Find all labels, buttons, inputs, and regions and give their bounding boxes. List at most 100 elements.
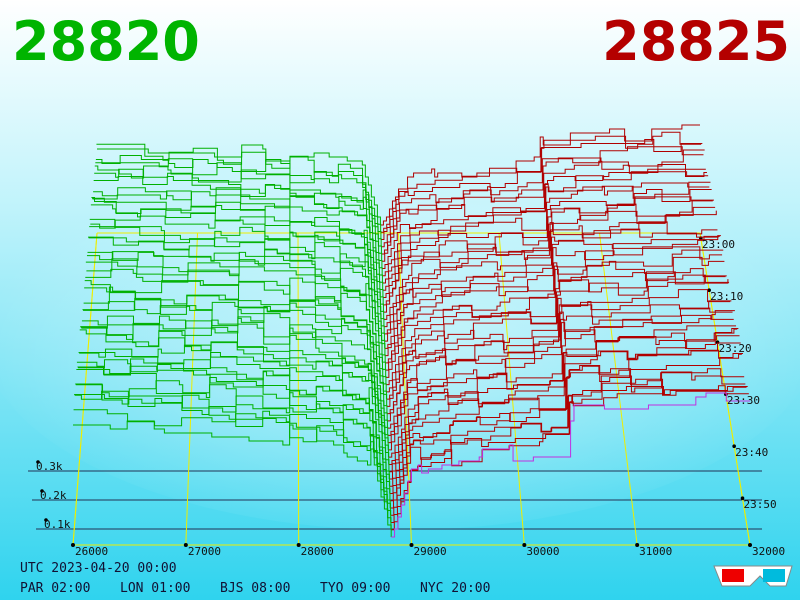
- glasses-icon[interactable]: [713, 565, 793, 587]
- ask-curve: [383, 196, 713, 306]
- ask-curve: [390, 385, 748, 523]
- ask-curve: [383, 206, 716, 320]
- price-dot: [748, 543, 752, 547]
- bid-curve: [95, 158, 382, 247]
- timezone-label: TYO 09:00: [320, 581, 390, 596]
- price-dot: [522, 543, 527, 547]
- ask-curve: [386, 281, 730, 407]
- ask-curve: [386, 274, 729, 400]
- ask-curve: [387, 314, 734, 436]
- price-dot: [183, 543, 188, 547]
- bid-curve: [80, 322, 389, 436]
- bid-curve: [74, 390, 391, 516]
- bid-curve: [96, 143, 382, 233]
- bid-curve: [94, 168, 383, 262]
- glow: [0, 130, 800, 530]
- cyan-lens: [763, 569, 785, 582]
- price-grid-line: [398, 232, 412, 546]
- bid-curve: [84, 280, 387, 385]
- depth-dot: [36, 460, 40, 464]
- bid-curve: [74, 393, 392, 523]
- price-label: 29000: [414, 545, 447, 558]
- labels: 0.1k 0.2k 0.3k 26000 27000 28000 29000 30000 310…: [20, 238, 785, 596]
- timezone-label: LON 01:00: [120, 581, 190, 596]
- bid-curve: [91, 197, 384, 298]
- bid-curve: [80, 326, 389, 443]
- bid-curve: [82, 301, 388, 414]
- time-label: 23:20: [719, 342, 752, 355]
- ask-curve: [380, 139, 703, 241]
- depth-label: 0.1k: [44, 518, 71, 531]
- price-dot: [296, 543, 301, 547]
- ask-curve: [390, 378, 747, 516]
- bid-curve: [79, 329, 389, 450]
- time-dot: [732, 444, 736, 449]
- timezone-label: NYC 20:00: [420, 581, 490, 596]
- depth-label: 0.2k: [40, 489, 67, 502]
- price-label: 26000: [75, 545, 108, 558]
- ask-curve: [380, 131, 702, 233]
- bid-curve: [79, 344, 389, 458]
- ask-price: 28825: [602, 10, 790, 73]
- price-label: 27000: [188, 545, 221, 558]
- bid-curve: [83, 286, 387, 400]
- time-label: 23:10: [710, 290, 743, 303]
- bid-curve: [88, 236, 385, 342]
- bid-curve: [86, 258, 386, 363]
- bid-curve: [75, 380, 391, 501]
- red-lens: [722, 569, 744, 582]
- bid-curve: [87, 251, 386, 349]
- ask-curve: [386, 271, 727, 393]
- bid-curve: [73, 420, 392, 537]
- price-dot: [635, 543, 640, 547]
- bid-curve: [77, 358, 390, 479]
- time-label: 23:50: [744, 498, 777, 511]
- bid-curve: [73, 409, 392, 530]
- ask-curve: [384, 235, 721, 357]
- ask-curve: [383, 199, 714, 313]
- ask-curve: [387, 307, 733, 429]
- ask-curve: [381, 164, 707, 270]
- bid-curve: [95, 155, 382, 240]
- bid-curve: [97, 144, 381, 225]
- time-dot: [740, 496, 745, 501]
- ask-curve: [381, 146, 704, 248]
- ask-curve: [386, 289, 731, 415]
- bid-curve: [76, 368, 391, 494]
- ask-curve: [382, 181, 711, 291]
- bid-curve: [81, 315, 388, 429]
- bid-curve: [81, 316, 388, 421]
- bid-curve: [91, 197, 384, 291]
- utc-time: UTC 2023-04-20 00:00: [20, 561, 177, 576]
- timezone-label: PAR 02:00: [20, 581, 90, 596]
- bid-curve: [76, 361, 390, 487]
- ask-curve: [384, 228, 719, 342]
- bid-curve: [90, 215, 384, 313]
- ask-curve: [388, 325, 737, 451]
- ask-curve: [389, 352, 744, 494]
- price-dot: [409, 543, 414, 547]
- price-grid-line: [185, 232, 198, 546]
- bid-curve: [85, 261, 386, 371]
- ask-curve: [385, 268, 726, 386]
- ask-curve: [389, 342, 741, 480]
- bid-curve: [90, 204, 384, 305]
- bid-curve: [78, 351, 390, 465]
- bid-curve: [84, 287, 387, 392]
- ask-curve: [381, 149, 705, 255]
- bid-curve: [75, 383, 391, 508]
- ask-curve: [383, 210, 717, 328]
- ask-curve: [382, 182, 710, 284]
- ask-curve: [390, 371, 746, 509]
- time-label: 23:00: [702, 238, 735, 251]
- ask-curve: [385, 246, 723, 364]
- ask-curve: [389, 368, 745, 502]
- bid-price: 28820: [12, 10, 200, 73]
- bid-curve: [89, 218, 385, 320]
- bid-curve: [92, 190, 383, 284]
- ask-curve: [381, 160, 706, 262]
- bid-curve: [78, 359, 390, 472]
- price-grid-line: [599, 232, 638, 546]
- ask-curve: [391, 392, 750, 538]
